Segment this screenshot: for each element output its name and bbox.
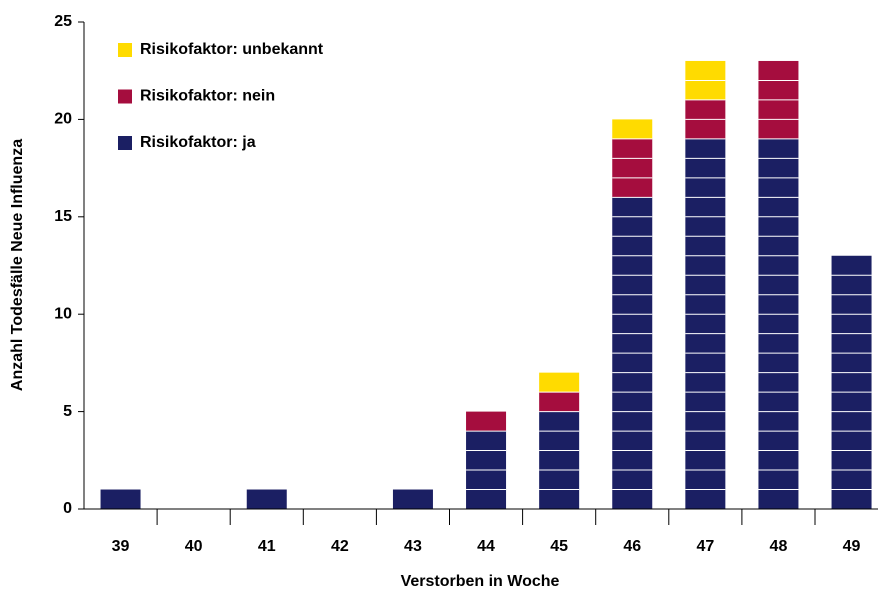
bar-segment (539, 372, 580, 393)
x-tick-label: 41 (258, 538, 276, 555)
x-tick-label: 40 (185, 538, 203, 555)
bar-segment (392, 489, 433, 509)
legend-label: Risikofaktor: ja (140, 134, 256, 151)
bar-segment (685, 138, 726, 509)
bar-segment (100, 489, 141, 509)
bar-segment (246, 489, 287, 509)
bar-segment (758, 138, 799, 509)
legend-swatch (118, 43, 132, 57)
x-tick-label: 44 (477, 538, 495, 555)
x-tick-label: 46 (623, 538, 641, 555)
legend-label: Risikofaktor: nein (140, 88, 275, 105)
bar-segment (612, 138, 653, 198)
x-tick-label: 49 (843, 538, 861, 555)
bar-segment (612, 119, 653, 139)
bar-segment (466, 411, 507, 432)
x-axis-label: Verstorben in Woche (401, 573, 560, 590)
legend-label: Risikofaktor: unbekannt (140, 41, 324, 58)
x-tick-label: 42 (331, 538, 349, 555)
y-tick-label: 10 (54, 305, 72, 322)
y-tick-label: 0 (63, 500, 72, 517)
bar-segment (539, 392, 580, 412)
bar-segment (831, 255, 872, 509)
legend-swatch (118, 89, 132, 104)
x-tick-label: 43 (404, 538, 422, 555)
y-tick-label: 20 (54, 111, 72, 128)
y-tick-label: 5 (63, 403, 72, 420)
y-tick-label: 15 (54, 208, 72, 225)
legend-swatch (118, 136, 132, 150)
x-tick-label: 47 (696, 538, 714, 555)
x-tick-label: 48 (770, 538, 788, 555)
y-axis-label: Anzahl Todesfälle Neue Influenza (9, 139, 26, 391)
bar-segment (539, 411, 580, 509)
x-tick-label: 45 (550, 538, 568, 555)
y-tick-label: 25 (54, 13, 72, 30)
x-tick-label: 39 (112, 538, 130, 555)
